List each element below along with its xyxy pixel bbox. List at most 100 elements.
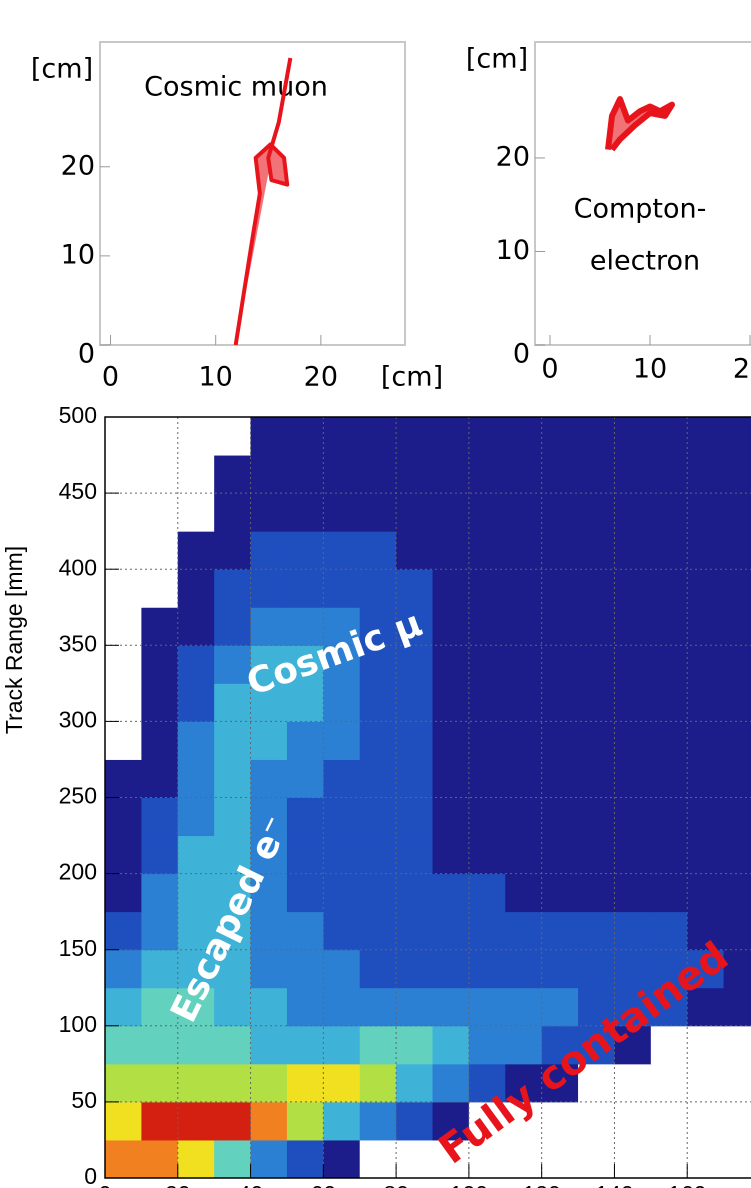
heatmap-cell xyxy=(396,417,433,456)
heatmap-cell xyxy=(542,988,579,1027)
heatmap-cell xyxy=(396,493,433,532)
x-tick-label: 10 xyxy=(199,362,233,393)
heatmap-cell xyxy=(178,493,215,532)
heatmap-cell xyxy=(251,569,288,608)
heatmap-cell xyxy=(687,493,724,532)
heatmap-cell xyxy=(542,607,579,646)
heatmap-cell xyxy=(469,531,506,570)
y-tick-label: 100 xyxy=(59,1011,97,1037)
heatmap-cell xyxy=(724,836,751,875)
heatmap-cell xyxy=(396,455,433,494)
heatmap-cell xyxy=(724,912,751,951)
heatmap-cell xyxy=(323,874,360,913)
heatmap-cell xyxy=(178,455,215,494)
heatmap-cell xyxy=(214,988,251,1027)
x-tick-label: 60 xyxy=(311,1181,337,1188)
heatmap-cell xyxy=(433,874,470,913)
heatmap-cell xyxy=(433,683,470,722)
heatmap-cell xyxy=(505,874,542,913)
heatmap-cell xyxy=(724,1102,751,1141)
heatmap-cell xyxy=(578,645,615,684)
heatmap-cell xyxy=(105,645,142,684)
heatmap-cell xyxy=(323,798,360,837)
heatmap-cell xyxy=(360,683,397,722)
heatmap-cell xyxy=(287,1102,324,1141)
heatmap-cell xyxy=(724,569,751,608)
heatmap-cell xyxy=(469,950,506,989)
heatmap-cell xyxy=(687,645,724,684)
heatmap-cell xyxy=(614,531,651,570)
heatmap-cell xyxy=(323,759,360,798)
heatmap-cell xyxy=(614,417,651,456)
heatmap-cell xyxy=(505,455,542,494)
heatmap-cell xyxy=(542,455,579,494)
heatmap-cell xyxy=(505,569,542,608)
heatmap-cell xyxy=(651,645,688,684)
heatmap-cell xyxy=(651,569,688,608)
heatmap-cell xyxy=(542,798,579,837)
heatmap-cell xyxy=(469,683,506,722)
heatmap-cell xyxy=(287,721,324,760)
heatmap-cell xyxy=(323,950,360,989)
heatmap-cell xyxy=(542,683,579,722)
heatmap-cell xyxy=(360,836,397,875)
heatmap-cell xyxy=(178,645,215,684)
heatmap-cell xyxy=(433,759,470,798)
heatmap-cell xyxy=(105,455,142,494)
heatmap-cell xyxy=(724,607,751,646)
y-tick-label: 450 xyxy=(59,478,97,504)
heatmap-cell xyxy=(687,683,724,722)
heatmap-cell xyxy=(141,531,178,570)
track xyxy=(608,99,672,150)
heatmap-cell xyxy=(360,721,397,760)
y-tick-label: 350 xyxy=(59,630,97,656)
heatmap-cell xyxy=(542,950,579,989)
inset-title: Cosmic muon xyxy=(144,72,328,103)
heatmap-cell xyxy=(505,798,542,837)
heatmap-cell xyxy=(141,455,178,494)
heatmap-cell xyxy=(651,531,688,570)
heatmap-cell xyxy=(360,759,397,798)
heatmap-cell xyxy=(214,683,251,722)
heatmap-cell xyxy=(578,836,615,875)
heatmap-cell xyxy=(141,912,178,951)
heatmap-cell xyxy=(433,1064,470,1103)
heatmap-cell xyxy=(651,798,688,837)
heatmap-cell xyxy=(323,1102,360,1141)
heatmap-cell xyxy=(651,1026,688,1065)
heatmap-cell xyxy=(469,1026,506,1065)
heatmap-cell xyxy=(724,721,751,760)
heatmap-cell xyxy=(178,531,215,570)
x-tick-label: 40 xyxy=(238,1181,264,1188)
heatmap-cell xyxy=(542,569,579,608)
heatmap-cell xyxy=(287,1140,324,1179)
heatmap-cell xyxy=(469,836,506,875)
heatmap-cell xyxy=(141,721,178,760)
heatmap-cell xyxy=(141,1064,178,1103)
heatmap-cell xyxy=(614,569,651,608)
x-tick-label: 0 xyxy=(102,362,119,393)
x-tick-label: 120 xyxy=(522,1181,560,1188)
y-tick-label: 300 xyxy=(59,706,97,732)
x-tick-label: 80 xyxy=(383,1181,409,1188)
heatmap-cell xyxy=(141,645,178,684)
heatmap-cell xyxy=(433,798,470,837)
inset-title: electron xyxy=(590,246,700,277)
heatmap-cell xyxy=(178,417,215,456)
heatmap-cell xyxy=(542,912,579,951)
heatmap-cell xyxy=(360,1026,397,1065)
heatmap-cell xyxy=(287,988,324,1027)
heatmap-cell xyxy=(214,1102,251,1141)
heatmap-cell xyxy=(105,1064,142,1103)
heatmap-cell xyxy=(651,1102,688,1141)
heatmap-cell xyxy=(542,759,579,798)
heatmap-cell xyxy=(105,531,142,570)
heatmap-cell xyxy=(505,759,542,798)
heatmap-cell xyxy=(214,417,251,456)
heatmap-cell xyxy=(178,721,215,760)
heatmap-cell xyxy=(578,531,615,570)
heatmap-cell xyxy=(178,607,215,646)
heatmap-cell xyxy=(105,683,142,722)
heatmap-cell xyxy=(287,912,324,951)
heatmap-cell xyxy=(724,455,751,494)
